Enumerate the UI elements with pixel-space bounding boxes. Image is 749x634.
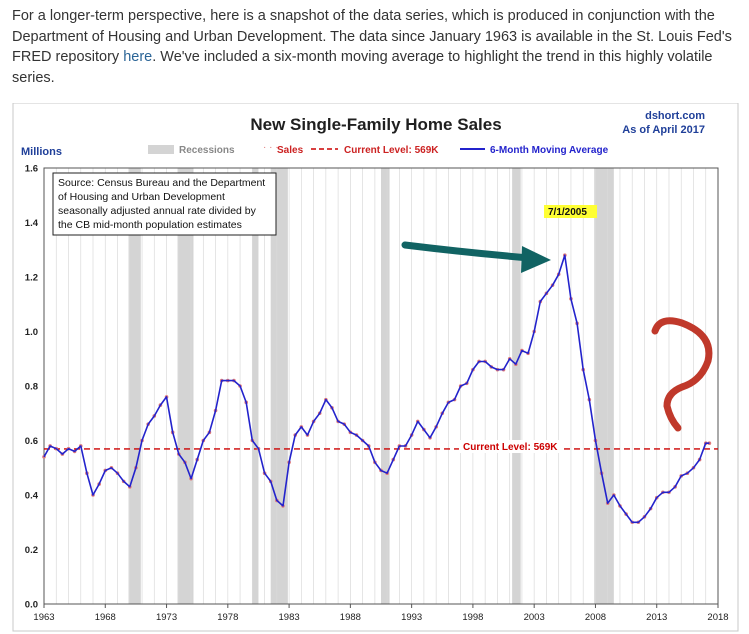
x-tick-label-9: 2008 (585, 612, 606, 623)
x-tick-label-5: 1988 (340, 612, 361, 623)
vertical-gridlines (55, 168, 707, 604)
recession-band-6 (594, 168, 614, 604)
x-tick-label-3: 1978 (217, 612, 238, 623)
y-tick-label-8: 1.6 (25, 164, 38, 175)
legend-recessions-label: Recessions (179, 145, 235, 156)
x-tick-label-0: 1963 (33, 612, 54, 623)
legend-sales-label: Sales (277, 145, 304, 156)
y-tick-label-5: 1.0 (25, 327, 38, 338)
chart-legend: Recessions · · · Sales Current Level: 56… (148, 142, 609, 156)
x-tick-label-4: 1983 (279, 612, 300, 623)
as-of-date-label: As of April 2017 (622, 124, 705, 136)
y-tick-label-7: 1.4 (25, 218, 39, 229)
x-tick-label-2: 1973 (156, 612, 177, 623)
source-line-2: of Housing and Urban Development (58, 191, 225, 203)
recession-band-2 (252, 168, 259, 604)
sales-point-109 (707, 441, 712, 446)
x-tick-label-1: 1968 (95, 612, 116, 623)
plot-area (43, 167, 719, 605)
moving-average-series (43, 254, 710, 524)
source-box-frame (52, 172, 277, 236)
source-line-3: seasonally adjusted annual rate divided … (58, 205, 257, 217)
legend-current-level-label: Current Level: 569K (344, 145, 439, 156)
callout-label: 7/1/2005 (548, 207, 587, 218)
y-axis-unit-label: Millions (21, 146, 62, 158)
source-line-1: Source: Census Bureau and the Department (58, 177, 265, 189)
source-box: Source: Census Bureau and the Department… (52, 172, 277, 236)
home-sales-chart: New Single-Family Home Sales dshort.com … (12, 103, 739, 632)
callout-highlight (544, 205, 597, 218)
intro-text-start: For a longer-term perspective, here is a… (12, 8, 732, 65)
recession-band-0 (128, 168, 141, 604)
y-tick-label-6: 1.2 (25, 273, 38, 284)
x-tick-label-10: 2013 (646, 612, 667, 623)
intro-paragraph: For a longer-term perspective, here is a… (12, 6, 737, 88)
arrow-head (521, 246, 551, 273)
current-level-tag-bg (459, 440, 563, 453)
legend-moving-average-label: 6-Month Moving Average (490, 145, 609, 156)
question-mark-annotation (651, 317, 713, 432)
current-level-tag-label: Current Level: 569K (463, 442, 558, 453)
fred-link[interactable]: here (123, 49, 153, 65)
brand-label: dshort.com (645, 110, 705, 122)
peak-callout: 7/1/2005 (544, 205, 597, 218)
recession-band-5 (512, 168, 521, 604)
y-tick-label-4: 0.8 (25, 382, 38, 393)
x-tick-label-7: 1998 (462, 612, 483, 623)
recession-band-1 (177, 168, 194, 604)
x-tick-label-11: 2018 (707, 612, 728, 623)
x-axis-ticks: 1963 1968 1973 1978 1983 1988 1993 1998 2003 2008… (33, 604, 729, 623)
recession-band-4 (381, 168, 390, 604)
y-tick-label-0: 0.0 (25, 600, 38, 611)
x-tick-label-8: 2003 (524, 612, 545, 623)
chart-title: New Single-Family Home Sales (250, 115, 501, 134)
current-level-tag: Current Level: 569K (459, 440, 563, 453)
source-line-4: the CB mid-month population estimates (58, 219, 242, 231)
y-tick-label-3: 0.6 (25, 436, 38, 447)
y-tick-label-1: 0.2 (25, 545, 38, 556)
x-tick-label-6: 1993 (401, 612, 422, 623)
intro-text-end: . We've included a six-month moving aver… (12, 49, 713, 86)
legend-sales-dots: · · · (263, 142, 279, 153)
annotation-arrow (401, 241, 551, 273)
arrow-shaft (401, 241, 534, 262)
moving-average-line (43, 254, 710, 524)
y-axis-ticks: 0.0 0.2 0.4 0.6 0.8 1.0 1.2 1.4 1.6 (25, 164, 39, 611)
recession-bands (128, 168, 614, 604)
y-tick-label-2: 0.4 (25, 491, 39, 502)
legend-recession-swatch (148, 145, 174, 154)
